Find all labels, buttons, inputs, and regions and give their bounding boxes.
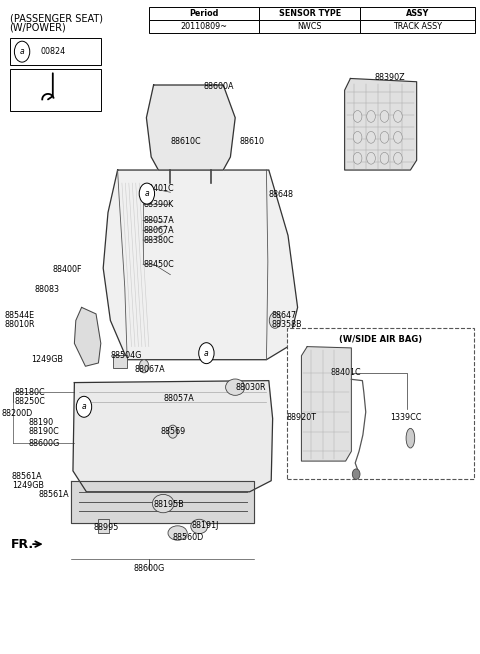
Polygon shape bbox=[345, 78, 417, 170]
Text: 88600G: 88600G bbox=[133, 564, 165, 574]
Polygon shape bbox=[146, 85, 235, 170]
Text: 88504G: 88504G bbox=[110, 351, 142, 360]
Circle shape bbox=[139, 183, 155, 204]
Text: 88195B: 88195B bbox=[154, 500, 184, 509]
Bar bbox=[287, 328, 474, 479]
Text: 88030R: 88030R bbox=[235, 383, 266, 392]
Text: (W/SIDE AIR BAG): (W/SIDE AIR BAG) bbox=[339, 335, 422, 344]
Text: SENSOR TYPE: SENSOR TYPE bbox=[278, 9, 341, 18]
Ellipse shape bbox=[191, 519, 207, 534]
Text: (PASSENGER SEAT): (PASSENGER SEAT) bbox=[10, 13, 103, 23]
Text: 88544E: 88544E bbox=[5, 311, 35, 320]
Bar bbox=[10, 38, 101, 65]
Ellipse shape bbox=[153, 494, 174, 513]
Text: 88401C: 88401C bbox=[144, 184, 175, 193]
Text: Period: Period bbox=[189, 9, 219, 18]
Text: 88057A: 88057A bbox=[144, 216, 175, 225]
Ellipse shape bbox=[226, 379, 245, 395]
Circle shape bbox=[199, 343, 214, 364]
Text: 88401C: 88401C bbox=[330, 368, 361, 377]
Text: 88390Z: 88390Z bbox=[374, 73, 405, 82]
Ellipse shape bbox=[353, 111, 362, 122]
Text: 88250C: 88250C bbox=[14, 397, 45, 406]
Bar bbox=[360, 20, 475, 33]
Text: 88561A: 88561A bbox=[38, 490, 69, 499]
Text: 88083: 88083 bbox=[35, 284, 60, 294]
Text: a: a bbox=[144, 189, 149, 198]
Ellipse shape bbox=[353, 131, 362, 143]
Ellipse shape bbox=[394, 131, 402, 143]
Text: 00824: 00824 bbox=[41, 47, 66, 56]
Polygon shape bbox=[103, 170, 298, 360]
Text: 88647: 88647 bbox=[271, 311, 296, 320]
Text: 1339CC: 1339CC bbox=[390, 413, 421, 422]
Text: 88995: 88995 bbox=[94, 523, 119, 532]
Polygon shape bbox=[301, 347, 351, 461]
Polygon shape bbox=[74, 307, 101, 366]
Bar bbox=[113, 355, 127, 368]
Circle shape bbox=[139, 360, 149, 373]
Text: ASSY: ASSY bbox=[406, 9, 429, 18]
Text: 88200D: 88200D bbox=[1, 409, 33, 418]
Text: 88400F: 88400F bbox=[53, 265, 82, 274]
Polygon shape bbox=[73, 381, 273, 492]
Text: 88180C: 88180C bbox=[14, 388, 45, 397]
Text: a: a bbox=[82, 402, 86, 411]
Text: TRACK ASSY: TRACK ASSY bbox=[393, 22, 442, 31]
Bar bbox=[259, 7, 360, 20]
Text: 88067A: 88067A bbox=[134, 365, 165, 374]
Text: 88450C: 88450C bbox=[144, 260, 175, 269]
Circle shape bbox=[14, 41, 30, 62]
Text: 88560D: 88560D bbox=[173, 533, 204, 542]
Text: 88390K: 88390K bbox=[144, 199, 174, 209]
Ellipse shape bbox=[168, 526, 187, 540]
Circle shape bbox=[352, 469, 360, 479]
Text: 88600A: 88600A bbox=[204, 82, 235, 91]
Bar bbox=[10, 69, 101, 111]
Text: 88380C: 88380C bbox=[144, 235, 175, 245]
Text: 20110809~: 20110809~ bbox=[180, 22, 228, 31]
Text: (W/POWER): (W/POWER) bbox=[10, 23, 66, 33]
Ellipse shape bbox=[380, 152, 389, 164]
Bar bbox=[149, 20, 259, 33]
Bar bbox=[360, 7, 475, 20]
Text: 88191J: 88191J bbox=[192, 521, 219, 530]
Bar bbox=[259, 20, 360, 33]
Ellipse shape bbox=[353, 152, 362, 164]
Text: FR.: FR. bbox=[11, 538, 34, 551]
Text: 88358B: 88358B bbox=[271, 320, 302, 329]
Text: 88648: 88648 bbox=[269, 190, 294, 199]
Text: 88569: 88569 bbox=[161, 427, 186, 436]
Text: 1249GB: 1249GB bbox=[31, 355, 63, 364]
Circle shape bbox=[269, 313, 281, 328]
Text: a: a bbox=[204, 349, 209, 358]
Ellipse shape bbox=[380, 111, 389, 122]
Text: 88920T: 88920T bbox=[287, 413, 316, 422]
Text: a: a bbox=[20, 47, 24, 56]
Ellipse shape bbox=[394, 152, 402, 164]
Circle shape bbox=[76, 396, 92, 417]
Text: 88610: 88610 bbox=[240, 137, 265, 146]
Ellipse shape bbox=[367, 111, 375, 122]
Text: 88190C: 88190C bbox=[29, 427, 60, 436]
Text: 88600G: 88600G bbox=[29, 439, 60, 448]
Text: NWCS: NWCS bbox=[297, 22, 322, 31]
Text: 88067A: 88067A bbox=[144, 226, 175, 235]
Ellipse shape bbox=[367, 131, 375, 143]
Bar bbox=[149, 7, 259, 20]
Polygon shape bbox=[71, 481, 254, 523]
Ellipse shape bbox=[367, 152, 375, 164]
Text: 88057A: 88057A bbox=[163, 394, 194, 404]
Text: 88561A: 88561A bbox=[12, 472, 43, 481]
Text: 88190: 88190 bbox=[29, 418, 54, 427]
Ellipse shape bbox=[380, 131, 389, 143]
Text: 1249GB: 1249GB bbox=[12, 481, 44, 490]
Circle shape bbox=[168, 425, 178, 438]
Text: 88610C: 88610C bbox=[170, 137, 201, 146]
Bar bbox=[98, 519, 109, 533]
Text: 88010R: 88010R bbox=[5, 320, 36, 329]
Ellipse shape bbox=[406, 428, 415, 448]
Ellipse shape bbox=[394, 111, 402, 122]
